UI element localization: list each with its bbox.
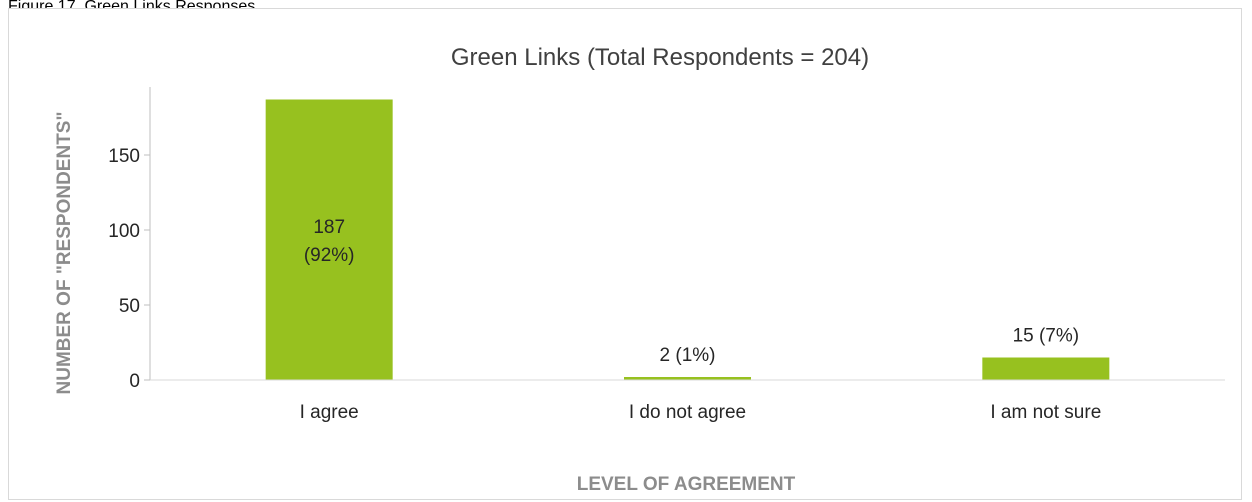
y-tick-label: 150	[108, 146, 140, 167]
data-label: 15 (7%)	[1013, 326, 1080, 347]
data-label: 187	[313, 217, 345, 238]
chart-title: Green Links (Total Respondents = 204)	[451, 44, 869, 71]
plot-area: 0 50 100 150 I agree 187 (92%) I do not agree 2 …	[108, 87, 1225, 423]
x-category-label: I do not agree	[629, 402, 746, 423]
bar-chart: Green Links (Total Respondents = 204) 0 5…	[54, 44, 1225, 495]
bar-1	[265, 99, 393, 380]
x-category-label: I agree	[300, 402, 359, 423]
bar-3	[982, 357, 1110, 380]
y-tick-label: 50	[119, 296, 140, 317]
x-axis-title: LEVEL OF AGREEMENT	[577, 474, 796, 495]
y-tick-label: 0	[129, 371, 140, 392]
data-label: 2 (1%)	[660, 345, 716, 366]
figure-caption: Figure 17. Green Links Responses	[8, 0, 255, 8]
y-tick-label: 100	[108, 221, 140, 242]
y-axis-title: NUMBER OF "RESPONDENTS"	[54, 112, 75, 395]
data-label: (92%)	[304, 245, 355, 266]
bar-2	[624, 377, 751, 380]
chart-frame: Green Links (Total Respondents = 204) 0 5…	[8, 8, 1242, 500]
x-category-label: I am not sure	[990, 402, 1101, 423]
